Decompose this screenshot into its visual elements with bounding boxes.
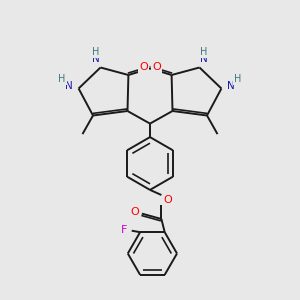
Text: O: O — [164, 195, 172, 205]
Text: N: N — [92, 54, 100, 64]
Text: O: O — [130, 207, 139, 217]
Text: N: N — [200, 54, 208, 64]
Text: H: H — [58, 74, 66, 85]
Text: O: O — [152, 62, 161, 72]
Text: O: O — [139, 62, 148, 72]
Text: H: H — [92, 47, 100, 57]
Text: F: F — [121, 225, 127, 235]
Text: N: N — [227, 81, 235, 91]
Text: H: H — [234, 74, 242, 85]
Text: N: N — [65, 81, 73, 91]
Text: H: H — [200, 47, 208, 57]
